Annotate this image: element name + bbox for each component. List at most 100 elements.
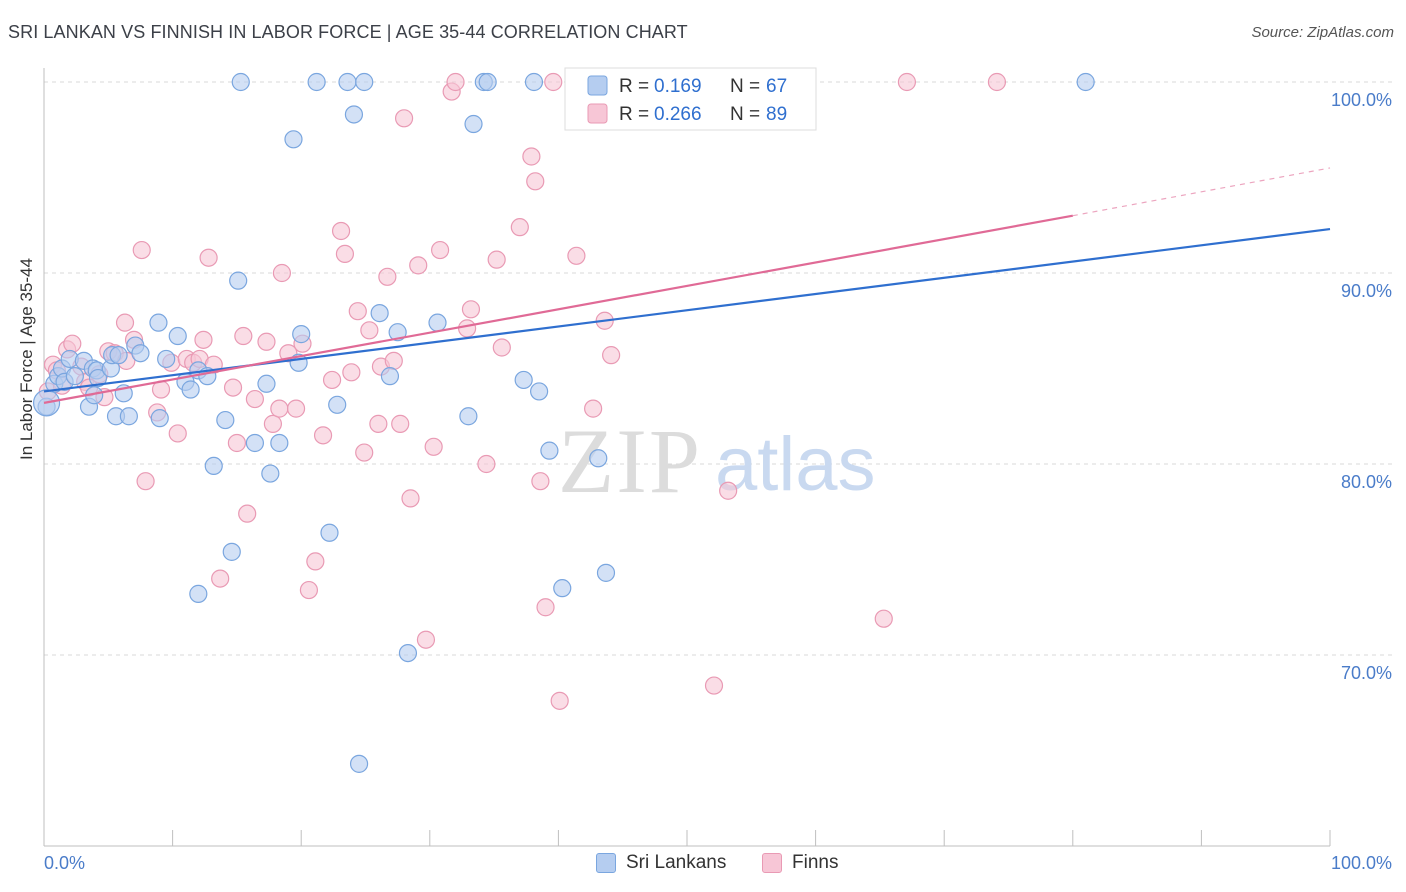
finns-point (409, 256, 428, 275)
finns-point (263, 414, 283, 433)
sri-lankans-point (524, 72, 544, 92)
legend-swatch-finns (587, 103, 608, 124)
finns-point (335, 244, 355, 263)
legend-r-value-1: 0.169 (654, 76, 702, 97)
sri-lankans-point (398, 643, 418, 663)
finns-point (115, 313, 135, 332)
sri-lankans-point (168, 326, 187, 346)
finns-point (461, 300, 481, 319)
legend-label-sri-lankans: Sri Lankans (626, 852, 727, 873)
finns-point (510, 218, 529, 237)
trend-lines (43, 167, 1331, 404)
legend-swatch-sri-lankans (587, 75, 608, 96)
finns-point (531, 472, 550, 491)
x-tick-label-max: 100.0% (1331, 853, 1392, 873)
finns-point (286, 399, 306, 418)
finns-trend-extension (1072, 167, 1331, 217)
sri-lankans-point (307, 72, 326, 92)
sri-lankans-point (245, 433, 265, 453)
legend-swatch-finns-bottom (762, 853, 782, 873)
x-tick-label-min: 0.0% (44, 853, 85, 873)
sri-lankans-point (344, 105, 364, 124)
sri-lankans-point (229, 271, 248, 290)
finns-point (897, 72, 917, 92)
sri-lankans-point (596, 563, 616, 582)
finns-point (704, 676, 724, 695)
finns-point (306, 552, 325, 571)
finns-point (234, 326, 253, 346)
sri-lankans-point (189, 584, 208, 603)
sri-lankans-point (464, 114, 483, 134)
finns-point (168, 424, 187, 443)
sri-lankans-point (459, 407, 478, 426)
sri-lankans-point (231, 72, 250, 92)
sri-lankans-point (131, 344, 150, 363)
sri-lankans-points (32, 72, 1095, 773)
sri-lankans-point (150, 409, 169, 428)
finns-point (550, 691, 569, 710)
sri-lankans-point (589, 449, 608, 468)
y-tick-label: 100.0% (1331, 90, 1392, 110)
sri-lankans-point (540, 441, 559, 460)
watermark: ZIP atlas (558, 410, 876, 512)
sri-lankans-point (284, 130, 303, 149)
legend-r-label-2: R = (619, 104, 649, 125)
legend-n-value-1: 67 (766, 76, 787, 97)
finns-point (526, 172, 545, 191)
legend-n-label-2: N = (730, 104, 760, 125)
sri-lankans-point (261, 464, 280, 483)
finns-point (401, 489, 420, 508)
sri-lankans-point (328, 395, 347, 414)
finns-point (211, 569, 230, 588)
finns-point (874, 609, 893, 628)
sri-lankans-point (157, 349, 176, 369)
finns-point (602, 346, 621, 365)
source-label: Source: ZipAtlas.com (1251, 24, 1394, 41)
finns-point (227, 433, 246, 453)
finns-point (360, 321, 379, 340)
finns-point (270, 399, 289, 418)
sri-lankans-point (1076, 72, 1095, 92)
legend-r-value-2: 0.266 (654, 104, 702, 125)
finns-point (416, 630, 436, 649)
sri-lankans-point (428, 313, 447, 332)
sri-lankans-point (370, 304, 389, 323)
sri-lankans-point (149, 313, 168, 332)
sri-lankans-point (181, 380, 200, 399)
y-tick-labels: 70.0% 80.0% 90.0% 100.0% (1331, 90, 1392, 683)
finns-point (446, 72, 465, 92)
finns-point (245, 389, 265, 409)
sri-lankans-point (257, 374, 276, 393)
legend-item-sri-lankans[interactable]: Sri Lankans (596, 852, 726, 874)
finns-point (487, 250, 506, 269)
x-tick-labels: 0.0% 100.0% (44, 853, 1392, 873)
sri-lankans-point (119, 407, 138, 426)
finns-point (987, 72, 1007, 92)
finns-point (544, 72, 563, 92)
sri-lankans-point (204, 456, 223, 476)
finns-point (331, 221, 351, 241)
finns-point (584, 399, 603, 418)
chart-title: SRI LANKAN VS FINNISH IN LABOR FORCE | A… (8, 22, 688, 42)
legend-item-finns[interactable]: Finns (762, 852, 838, 874)
finns-point (369, 414, 388, 433)
y-tick-label: 90.0% (1341, 281, 1392, 301)
finns-point (299, 580, 319, 600)
finns-point (394, 109, 414, 128)
finns-points (38, 72, 1007, 710)
finns-point (194, 330, 213, 349)
finns-trend-line (43, 214, 1073, 404)
finns-point (272, 263, 292, 283)
sri-lankans-point (338, 72, 357, 92)
legend-label-finns: Finns (792, 852, 839, 873)
finns-point (257, 332, 276, 351)
finns-point (223, 378, 243, 397)
legend-n-label-1: N = (730, 76, 760, 97)
sri-lankans-point (88, 368, 108, 388)
sri-lankans-point (320, 523, 339, 542)
finns-point (536, 598, 555, 617)
finns-point (355, 443, 374, 462)
legend-r-label-1: R = (619, 76, 649, 97)
legend-swatch-sri-lankans-bottom (596, 853, 616, 873)
